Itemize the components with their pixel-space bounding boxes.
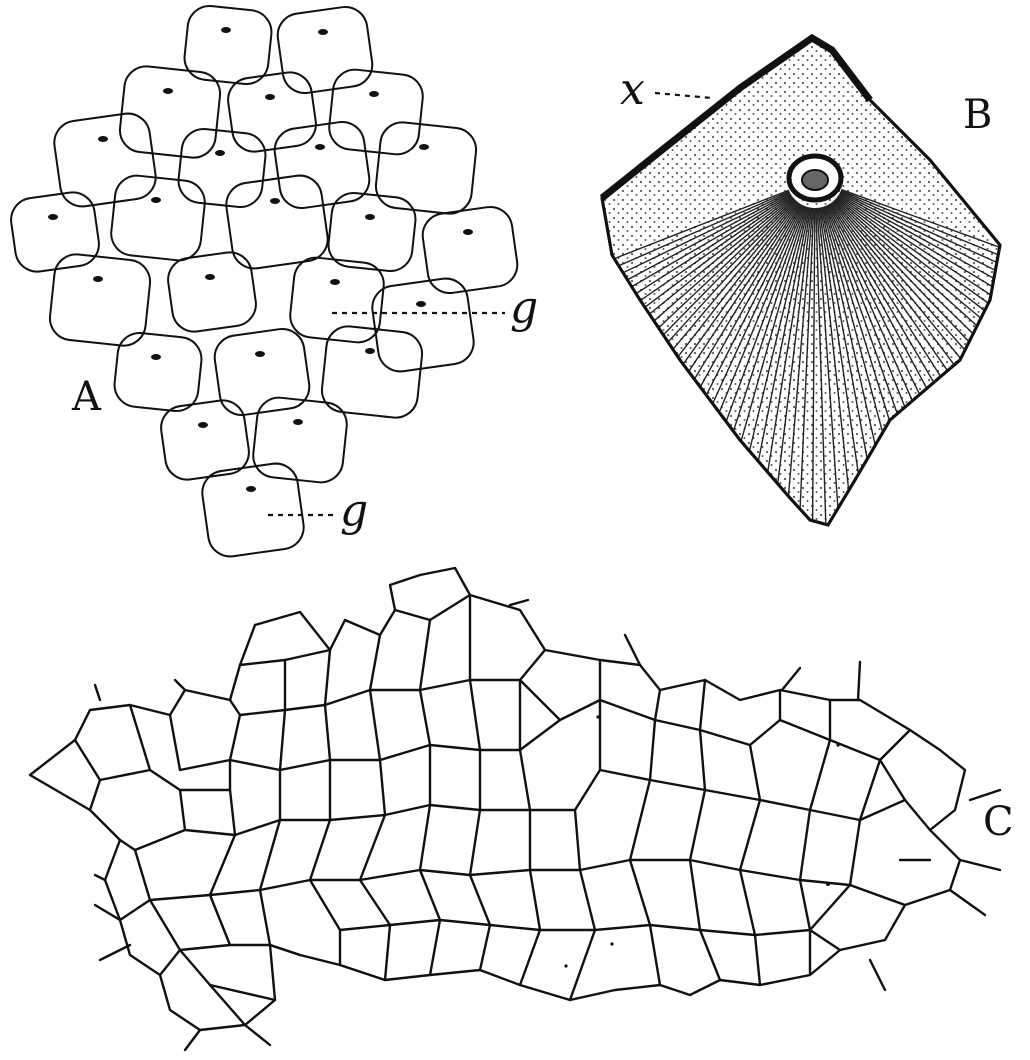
- panel-a-cell: [273, 120, 371, 210]
- panel-b-striation: [838, 193, 1000, 397]
- panel-c-cell-network: [28, 566, 1002, 1052]
- panel-b-striation: [820, 207, 909, 525]
- panel-a-cell: [371, 277, 475, 373]
- panel-a-cell: [421, 205, 519, 295]
- panel-a-cell: [227, 71, 317, 153]
- panel-a-cell-nucleus: [318, 29, 328, 35]
- panel-a-cell-nucleus: [365, 348, 375, 354]
- panel-a-cell-nucleus: [205, 274, 215, 280]
- panel-b-striation: [816, 207, 845, 525]
- panel-a-cell: [374, 121, 478, 215]
- panel-b-callout-x: x: [620, 64, 645, 115]
- panel-a-cell: [225, 174, 329, 270]
- panel-a-cell: [289, 256, 385, 344]
- panel-b-label: B: [963, 92, 992, 138]
- panel-a-cell-nucleus: [315, 144, 325, 150]
- panel-a-cell-nucleus: [463, 229, 473, 235]
- panel-a-cell-nucleus: [255, 351, 265, 357]
- panel-b-striation: [839, 191, 1000, 369]
- panel-b-striation: [815, 207, 829, 525]
- panel-a-cell: [177, 127, 267, 209]
- panel-a-cell-nucleus: [163, 88, 173, 94]
- panel-b-callout-leader: [654, 91, 713, 100]
- panel-b-striation: [832, 201, 1000, 506]
- panel-b-striation: [838, 194, 1000, 411]
- panel-b-striation: [779, 207, 814, 525]
- panel-b-striation: [829, 203, 1000, 525]
- panel-b-striation: [747, 207, 812, 525]
- panel-a-cell: [327, 191, 417, 273]
- panel-a-callout-g-1: g: [510, 282, 538, 333]
- panel-b-striation: [840, 189, 1000, 340]
- panel-a-cell: [113, 331, 203, 413]
- panel-a-callout-g-2: g: [340, 485, 368, 536]
- panel-a-cell: [110, 174, 206, 262]
- panel-a-cell: [328, 68, 424, 156]
- panel-a-cell-nucleus: [221, 27, 231, 33]
- panel-a-cell: [252, 396, 348, 484]
- panel-a-cell: [10, 191, 100, 273]
- panel-b-striation: [840, 190, 1000, 355]
- panel-a-cell-nucleus: [215, 150, 225, 156]
- panel-a-cell: [183, 4, 273, 86]
- panel-a-cell: [201, 462, 305, 558]
- panel-b-striation: [811, 207, 816, 525]
- panel-b-striation: [817, 207, 862, 525]
- panel-b-striation: [795, 207, 815, 525]
- panel-b-striation: [731, 207, 811, 525]
- panel-a-cell: [53, 112, 157, 208]
- panel-b-striation: [839, 192, 1000, 383]
- panel-a-cell: [118, 65, 222, 159]
- panel-a-cell-nucleus: [330, 279, 340, 285]
- panel-a-cell-cluster: [10, 4, 519, 558]
- panel-c-label: C: [983, 799, 1014, 845]
- panel-a-cell: [320, 325, 424, 419]
- panel-b-striation: [841, 188, 1000, 325]
- panel-a-cell-nucleus: [93, 276, 103, 282]
- panel-a-cell-nucleus: [48, 214, 58, 220]
- panel-a-cell-nucleus: [419, 144, 429, 150]
- panel-a-cell-nucleus: [198, 422, 208, 428]
- panel-a-cell: [213, 327, 311, 417]
- panel-a-cell-nucleus: [151, 354, 161, 360]
- panel-a-cell: [167, 251, 257, 333]
- panel-a-cell-nucleus: [293, 419, 303, 425]
- panel-a-cell-nucleus: [270, 198, 280, 204]
- panel-b-striation: [818, 207, 878, 525]
- panel-a-cell-nucleus: [151, 197, 161, 203]
- panel-b-striation: [831, 201, 1000, 516]
- panel-a-cell: [48, 253, 152, 347]
- panel-a-cell-nucleus: [265, 94, 275, 100]
- panel-b-striation: [830, 202, 1000, 525]
- panel-a-cell-nucleus: [416, 301, 426, 307]
- panel-a-cell-nucleus: [98, 136, 108, 142]
- panel-b-striation: [819, 207, 893, 525]
- panel-a-cell-nucleus: [246, 486, 256, 492]
- panel-a-cell-nucleus: [369, 91, 379, 97]
- panel-b-striation: [763, 207, 813, 525]
- panel-b-striation: [832, 200, 1000, 496]
- panel-a-cell: [276, 5, 374, 95]
- panel-a-cell-nucleus: [365, 214, 375, 220]
- panel-a-label: A: [71, 374, 102, 420]
